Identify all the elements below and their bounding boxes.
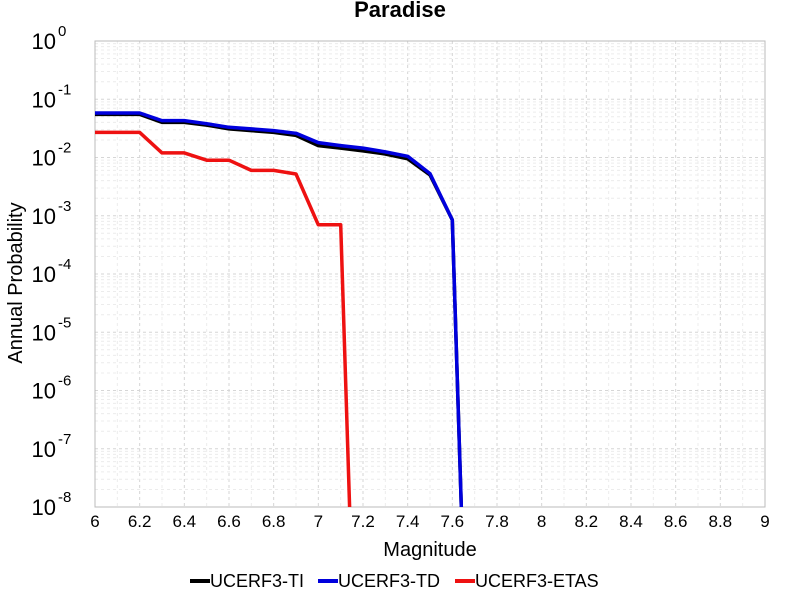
y-tick-base: 10 [32, 29, 56, 54]
y-tick-base: 10 [32, 320, 56, 345]
x-tick-label: 7.2 [351, 512, 375, 531]
y-tick-label: 10 -8 [32, 489, 72, 520]
grid [94, 41, 766, 508]
x-tick-label: 8.6 [664, 512, 688, 531]
y-tick-label: 10 -1 [32, 81, 72, 112]
y-tick-exponent: 0 [58, 23, 66, 40]
legend-label: UCERF3-TI [210, 571, 304, 591]
plot-frame [94, 40, 766, 508]
x-tick-label: 6.8 [262, 512, 286, 531]
y-tick-label: 10 -3 [32, 198, 72, 229]
x-tick-label: 6.6 [217, 512, 241, 531]
y-tick-label: 10 -5 [32, 314, 72, 345]
x-tick-label: 7.8 [485, 512, 509, 531]
legend-label: UCERF3-ETAS [475, 571, 599, 591]
y-tick-exponent: -7 [58, 431, 71, 448]
y-tick-exponent: -1 [58, 81, 71, 98]
legend-label: UCERF3-TD [338, 571, 440, 591]
legend-item-ucerf3-td: UCERF3-TD [318, 571, 440, 591]
y-tick-base: 10 [32, 379, 56, 404]
chart-title: Paradise [354, 0, 446, 22]
y-tick-base: 10 [32, 204, 56, 229]
y-tick-base: 10 [32, 146, 56, 171]
y-axis-label: Annual Probability [5, 202, 27, 363]
legend-item-ucerf3-etas: UCERF3-ETAS [455, 571, 599, 591]
x-tick-label: 8.8 [709, 512, 733, 531]
x-tick-label: 8.4 [619, 512, 643, 531]
y-tick-exponent: -5 [58, 314, 71, 331]
x-tick-label: 8.2 [575, 512, 599, 531]
series-layer [95, 111, 464, 508]
legend: UCERF3-TI UCERF3-TD UCERF3-ETAS [190, 571, 599, 591]
x-tick-label: 8 [537, 512, 546, 531]
y-tick-base: 10 [32, 87, 56, 112]
y-tick-exponent: -3 [58, 198, 71, 215]
y-tick-base: 10 [32, 437, 56, 462]
y-tick-exponent: -6 [58, 373, 71, 390]
y-tick-label: 10 -7 [32, 431, 72, 462]
x-tick-labels: 6 6.2 6.4 6.6 6.8 7 7.2 7.4 7.6 7.8 8 8.2 8.4 8.6 8.8 9 [90, 512, 769, 531]
y-tick-base: 10 [32, 262, 56, 287]
series-line-ucerf3-etas [95, 130, 352, 508]
x-tick-label: 7 [314, 512, 323, 531]
legend-item-ucerf3-ti: UCERF3-TI [190, 571, 304, 591]
x-tick-label: 6.2 [128, 512, 152, 531]
y-tick-label: 10 -6 [32, 373, 72, 404]
x-tick-label: 6.4 [173, 512, 197, 531]
y-tick-exponent: -4 [58, 256, 71, 273]
x-tick-label: 6 [90, 512, 99, 531]
y-tick-base: 10 [32, 495, 56, 520]
x-tick-label: 7.6 [441, 512, 465, 531]
x-tick-label: 7.4 [396, 512, 420, 531]
y-tick-exponent: -2 [58, 140, 71, 157]
y-tick-label: 10 0 [32, 23, 67, 54]
y-tick-label: 10 -2 [32, 140, 72, 171]
y-tick-exponent: -8 [58, 489, 71, 506]
x-axis-label: Magnitude [383, 539, 476, 561]
y-tick-label: 10 -4 [32, 256, 72, 287]
x-tick-label: 9 [760, 512, 769, 531]
series-line-ucerf3-td [95, 111, 464, 508]
series-line-ucerf3-ti [95, 112, 464, 508]
